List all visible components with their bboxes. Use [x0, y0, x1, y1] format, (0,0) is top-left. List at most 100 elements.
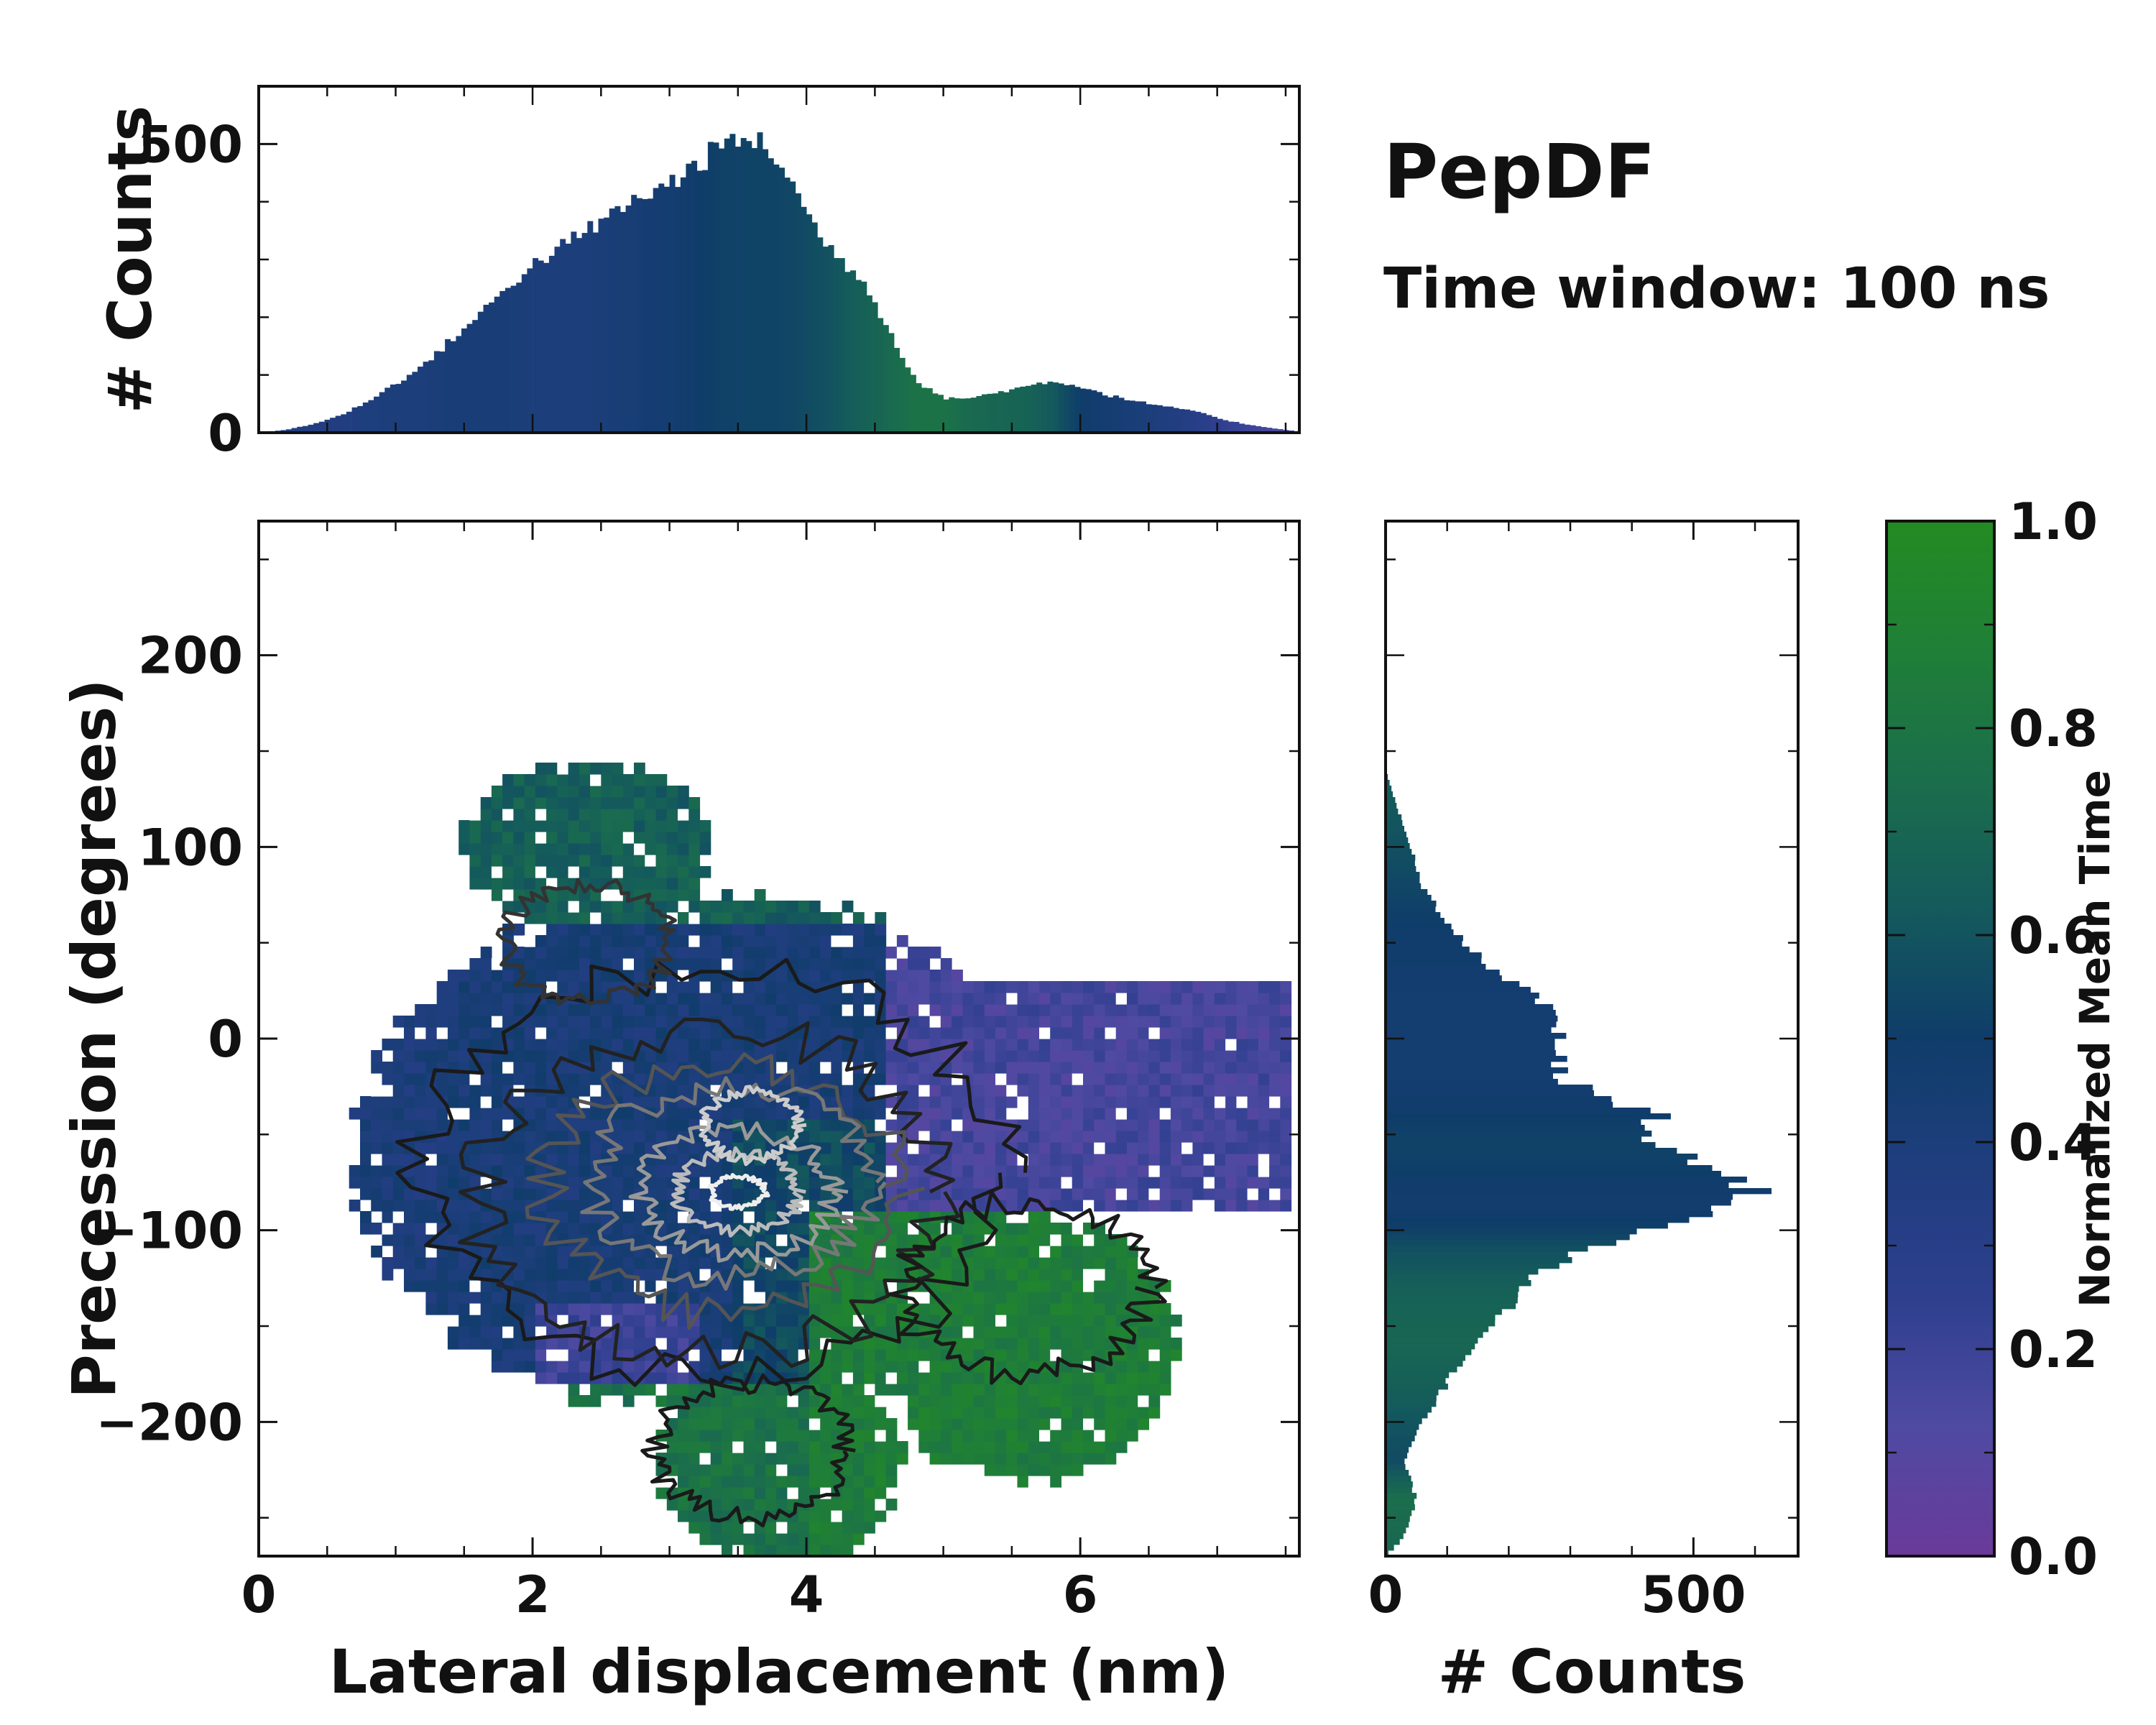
heatmap-cell — [491, 1004, 503, 1016]
heatmap-cell — [1138, 1292, 1149, 1304]
heatmap-cell — [710, 1039, 722, 1051]
heatmap-cell — [754, 981, 766, 993]
density-contour — [707, 1173, 770, 1212]
heatmap-cell — [787, 1453, 799, 1465]
heatmap-cell — [984, 1108, 996, 1120]
heatmap-cell — [732, 1292, 744, 1304]
top-histogram-bar — [926, 388, 933, 433]
heatmap-cell — [1061, 1234, 1073, 1246]
heatmap-cell — [436, 1154, 448, 1166]
heatmap-cell — [973, 1372, 985, 1384]
heatmap-cell — [1083, 1142, 1095, 1154]
top-histogram-bar — [1222, 420, 1229, 433]
heatmap-cell — [513, 1154, 525, 1166]
heatmap-cell — [820, 1430, 831, 1442]
heatmap-cell — [459, 1050, 470, 1062]
heatmap-cell — [568, 970, 580, 982]
heatmap-cell — [995, 1384, 1007, 1396]
heatmap-cell — [622, 1280, 635, 1292]
heatmap-cell — [459, 1096, 470, 1108]
heatmap-cell — [546, 1154, 558, 1166]
heatmap-cell — [568, 832, 580, 844]
heatmap-cell — [1247, 1154, 1259, 1166]
heatmap-cell — [459, 1177, 470, 1189]
heatmap-cell — [1181, 993, 1193, 1005]
heatmap-cell — [634, 1200, 645, 1212]
heatmap-cell — [1214, 993, 1226, 1005]
heatmap-cell — [754, 1418, 766, 1430]
heatmap-cell — [546, 889, 558, 901]
heatmap-cell — [612, 1200, 624, 1212]
heatmap-cell — [1115, 1361, 1128, 1373]
heatmap-cell — [852, 1453, 865, 1465]
heatmap-cell — [535, 1246, 547, 1258]
heatmap-cell — [820, 1326, 831, 1338]
heatmap-cell — [743, 1476, 755, 1488]
heatmap-cell — [852, 1246, 865, 1258]
heatmap-cell — [765, 1027, 777, 1039]
heatmap-cell — [425, 1050, 438, 1062]
heatmap-cell — [612, 901, 624, 913]
heatmap-cell — [1083, 1062, 1095, 1074]
heatmap-cell — [1028, 1315, 1040, 1327]
heatmap-cell — [480, 809, 492, 821]
heatmap-cell — [535, 1096, 547, 1108]
heatmap-cell — [820, 1142, 831, 1154]
heatmap-cell — [590, 1004, 602, 1016]
heatmap-cell — [601, 947, 613, 959]
right-histogram-bar — [1386, 1188, 1772, 1195]
heatmap-cell — [513, 809, 525, 821]
heatmap-cell — [743, 981, 755, 993]
heatmap-cell — [1061, 1349, 1073, 1361]
heatmap-cell — [601, 1062, 613, 1074]
heatmap-cell — [1203, 981, 1215, 993]
heatmap-cell — [1214, 1177, 1226, 1189]
heatmap-cell — [579, 855, 591, 867]
right-histogram-bar — [1386, 1067, 1568, 1074]
heatmap-cell — [601, 1177, 613, 1189]
heatmap-cell — [984, 1315, 996, 1327]
heatmap-cell — [1126, 1119, 1138, 1131]
heatmap-cell — [1039, 1372, 1051, 1384]
heatmap-cell — [1094, 1027, 1105, 1039]
heatmap-cell — [469, 981, 482, 993]
heatmap-cell — [1214, 1188, 1226, 1200]
heatmap-cell — [524, 958, 536, 970]
heatmap-cell — [1028, 1062, 1040, 1074]
heatmap-cell — [1061, 1016, 1073, 1028]
heatmap-cell — [546, 1096, 558, 1108]
heatmap-cell — [579, 1131, 591, 1143]
heatmap-cell — [743, 1292, 755, 1304]
heatmap-cell — [1126, 1395, 1138, 1407]
heatmap-cell — [535, 1131, 547, 1143]
heatmap-cell — [1115, 1016, 1128, 1028]
heatmap-cell — [732, 1280, 744, 1292]
heatmap-cell — [645, 878, 657, 890]
heatmap-cell — [568, 1177, 580, 1189]
heatmap-cell — [634, 774, 645, 786]
heatmap-cell — [634, 809, 645, 821]
heatmap-cell — [524, 809, 536, 821]
heatmap-cell — [622, 774, 635, 786]
heatmap-cell — [688, 1407, 701, 1419]
heatmap-cell — [1094, 1039, 1105, 1051]
heatmap-cell — [1148, 1349, 1161, 1361]
heatmap-cell — [382, 1131, 394, 1143]
heatmap-cell — [952, 1441, 963, 1453]
heatmap-cell — [896, 1200, 908, 1212]
heatmap-cell — [425, 1223, 438, 1235]
heatmap-cell — [722, 1407, 733, 1419]
heatmap-cell — [557, 1349, 569, 1361]
heatmap-cell — [875, 1303, 887, 1315]
heatmap-cell — [645, 1280, 657, 1292]
heatmap-cell — [678, 1476, 689, 1488]
heatmap-cell — [655, 820, 668, 832]
heatmap-cell — [645, 855, 657, 867]
heatmap-cell — [513, 1246, 525, 1258]
heatmap-cell — [1148, 1177, 1161, 1189]
heatmap-cell — [1028, 1073, 1040, 1085]
heatmap-cell — [1028, 1142, 1040, 1154]
heatmap-cell — [710, 1326, 722, 1338]
heatmap-cell — [1214, 1200, 1226, 1212]
heatmap-cell — [1159, 1361, 1171, 1373]
